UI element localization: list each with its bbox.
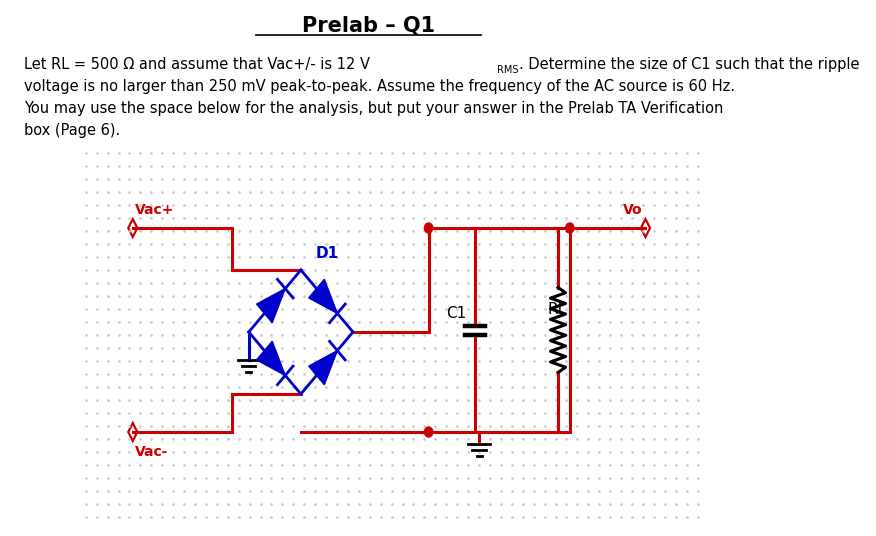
Text: RMS: RMS <box>497 65 519 75</box>
Polygon shape <box>308 351 337 385</box>
Text: Vac+: Vac+ <box>135 203 174 217</box>
Polygon shape <box>308 279 337 314</box>
Polygon shape <box>257 341 286 375</box>
Circle shape <box>566 223 574 233</box>
Polygon shape <box>257 288 286 323</box>
Text: C1: C1 <box>446 307 466 322</box>
Text: You may use the space below for the analysis, but put your answer in the Prelab : You may use the space below for the anal… <box>24 101 723 116</box>
Text: . Determine the size of C1 such that the ripple: . Determine the size of C1 such that the… <box>519 57 859 72</box>
Text: Vo: Vo <box>624 203 643 217</box>
Text: D1: D1 <box>316 247 339 262</box>
Circle shape <box>424 223 433 233</box>
Text: Let RL = 500 Ω and assume that Vac+/- is 12 V: Let RL = 500 Ω and assume that Vac+/- is… <box>24 57 370 72</box>
Circle shape <box>424 427 433 437</box>
Text: RL: RL <box>548 302 567 317</box>
Text: Prelab – Q1: Prelab – Q1 <box>301 16 434 36</box>
Text: voltage is no larger than 250 mV peak-to-peak. Assume the frequency of the AC so: voltage is no larger than 250 mV peak-to… <box>24 79 735 94</box>
Text: Vac-: Vac- <box>135 445 169 459</box>
Text: box (Page 6).: box (Page 6). <box>24 123 120 138</box>
